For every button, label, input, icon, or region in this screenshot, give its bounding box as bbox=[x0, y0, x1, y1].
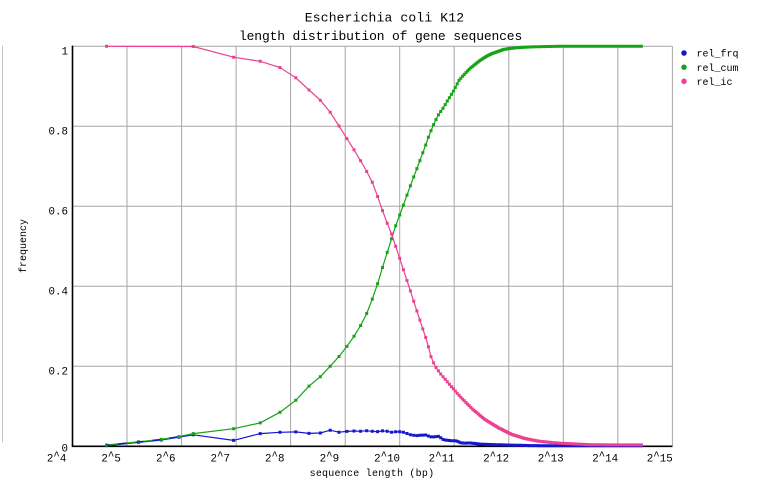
svg-text:2^5: 2^5 bbox=[101, 451, 120, 465]
svg-text:2^8: 2^8 bbox=[265, 451, 284, 465]
svg-text:0.8: 0.8 bbox=[49, 127, 68, 139]
svg-text:frequency: frequency bbox=[18, 219, 30, 273]
svg-text:2^11: 2^11 bbox=[429, 451, 455, 465]
svg-text:Escherichia coli K12: Escherichia coli K12 bbox=[305, 11, 464, 26]
svg-text:2^14: 2^14 bbox=[592, 451, 618, 465]
svg-text:1: 1 bbox=[62, 47, 68, 59]
svg-text:2^10: 2^10 bbox=[374, 451, 400, 465]
svg-text:2^9: 2^9 bbox=[320, 451, 339, 465]
svg-text:length distribution of gene se: length distribution of gene sequences bbox=[239, 29, 522, 44]
svg-text:2^6: 2^6 bbox=[156, 451, 175, 465]
svg-text:2^13: 2^13 bbox=[538, 451, 564, 465]
svg-text:rel_ic: rel_ic bbox=[697, 77, 733, 89]
svg-text:0: 0 bbox=[62, 444, 68, 456]
svg-text:0.4: 0.4 bbox=[49, 287, 68, 299]
svg-text:rel_cum: rel_cum bbox=[697, 63, 739, 75]
svg-text:sequence length (bp): sequence length (bp) bbox=[310, 468, 435, 480]
svg-text:2^4: 2^4 bbox=[47, 451, 66, 465]
svg-text:0.2: 0.2 bbox=[49, 367, 68, 379]
svg-text:2^12: 2^12 bbox=[483, 451, 509, 465]
svg-text:2^15: 2^15 bbox=[647, 451, 673, 465]
svg-text:2^7: 2^7 bbox=[211, 451, 230, 465]
svg-text:0.6: 0.6 bbox=[49, 207, 68, 219]
svg-text:rel_frq: rel_frq bbox=[697, 49, 739, 61]
